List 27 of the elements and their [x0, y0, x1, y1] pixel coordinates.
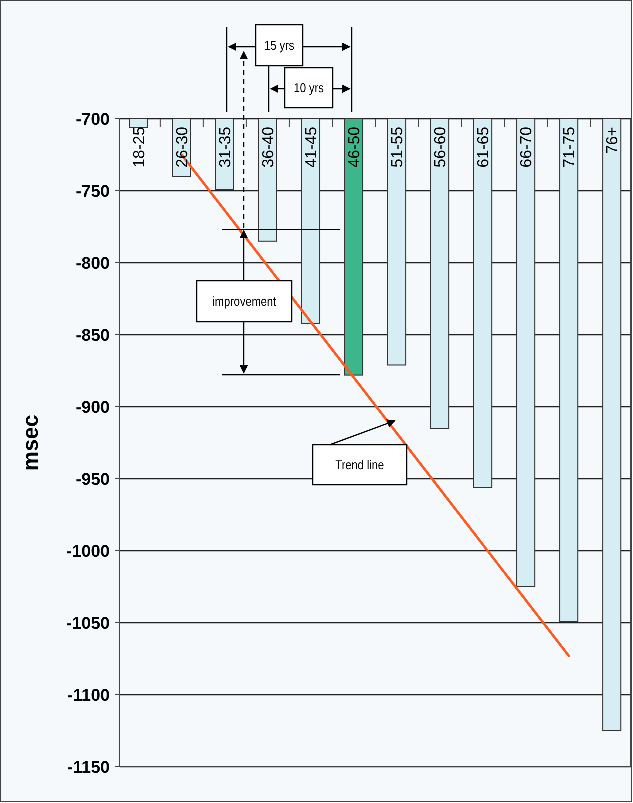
y-tick-label: -700	[76, 110, 110, 129]
text: 15 yrs	[264, 38, 295, 54]
y-tick-label: -1150	[67, 758, 110, 777]
x-tick-label: 71-75	[562, 126, 579, 168]
annotation: Trend line	[336, 458, 385, 473]
x-tick-label: 61-65	[476, 126, 493, 168]
y-tick-label: -950	[76, 470, 110, 489]
y-tick-label: -850	[76, 326, 110, 345]
y-tick-label: -800	[76, 254, 110, 273]
y-tick-label: -1000	[66, 542, 110, 561]
x-tick-label: 46-50	[346, 126, 364, 168]
x-tick-label: 26-30	[174, 126, 192, 168]
y-tick-label: -1100	[67, 686, 110, 705]
x-tick-label: 36-40	[260, 126, 278, 168]
x-tick-label: 18-25	[132, 126, 149, 168]
x-tick-label: 76+	[604, 127, 622, 154]
y-axis-title: msec	[18, 414, 43, 472]
x-tick-label: 56-60	[432, 126, 450, 168]
y-tick-label: -750	[76, 182, 110, 201]
y-tick-label: -900	[76, 398, 110, 417]
x-tick-label: 31-35	[218, 126, 235, 168]
x-tick-label: 41-45	[304, 126, 321, 168]
y-tick-label: -1050	[66, 614, 110, 633]
x-tick-label: 51-55	[390, 126, 407, 168]
x-tick-label: 66-70	[518, 126, 536, 168]
text: 10 yrs	[294, 80, 324, 96]
annotation: improvement	[212, 294, 277, 310]
